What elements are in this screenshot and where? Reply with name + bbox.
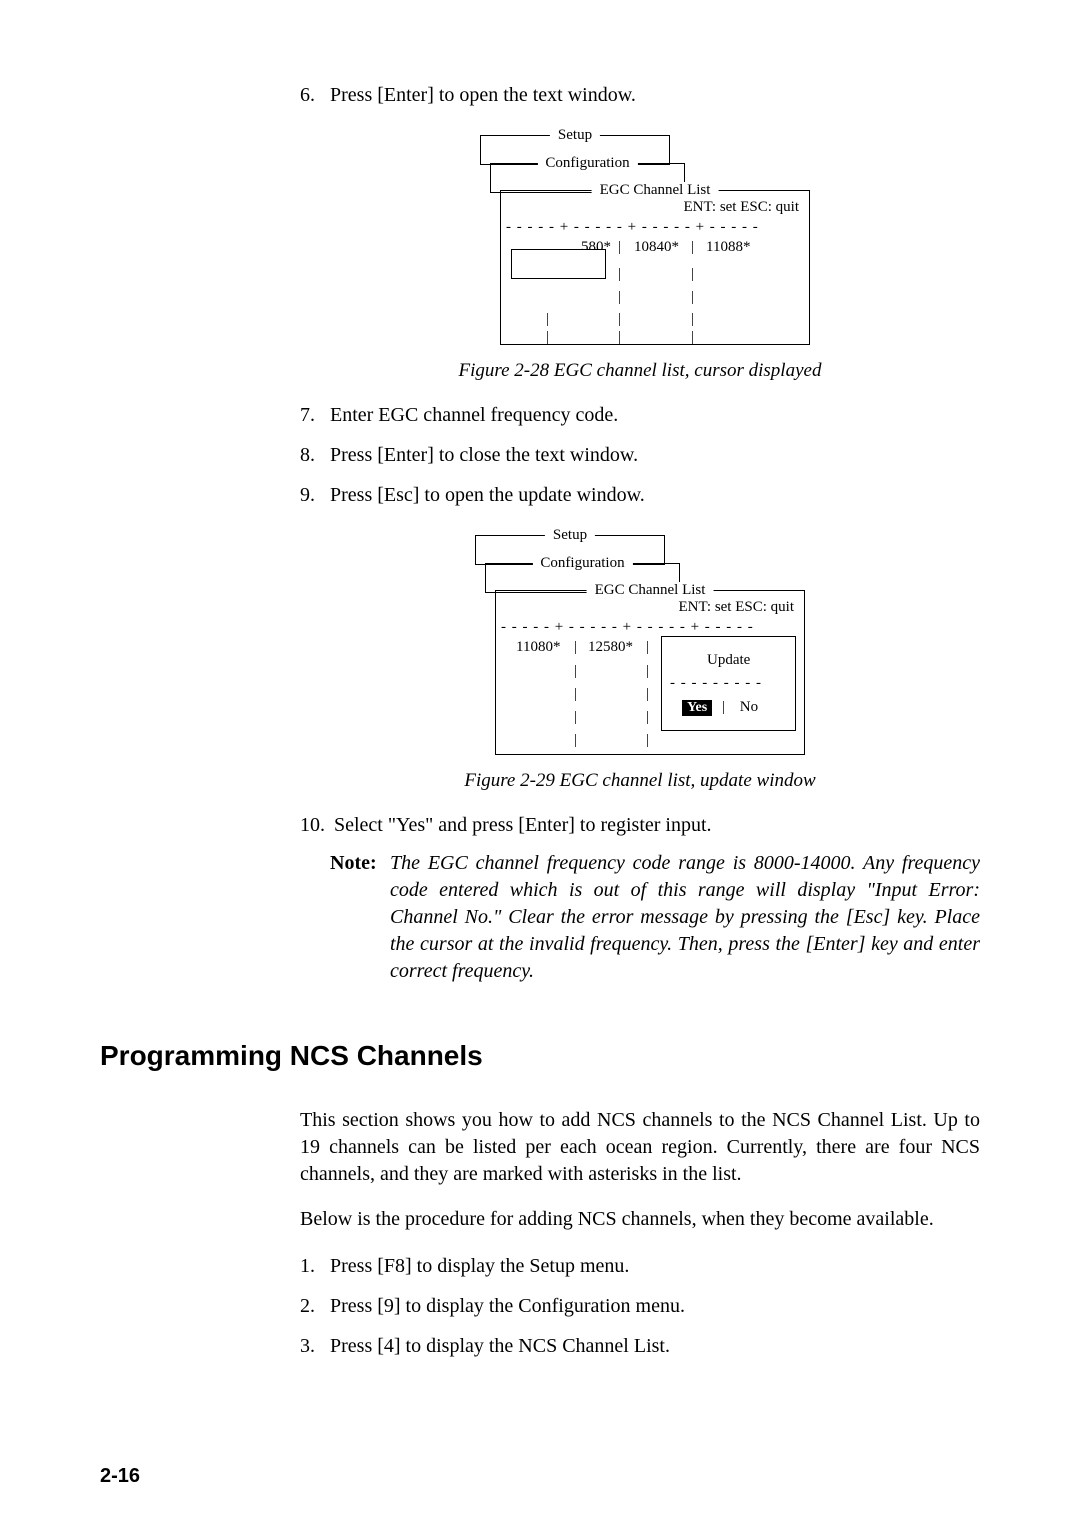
pipe: | [574, 732, 577, 749]
step-num: 7. [300, 400, 330, 430]
pipe: | [574, 639, 577, 656]
setup-legend: Setup [550, 127, 600, 144]
config-legend: Configuration [532, 555, 632, 572]
pipe: | [574, 686, 577, 703]
step-text: Enter EGC channel frequency code. [330, 400, 980, 430]
egc-legend: EGC Channel List [592, 182, 719, 199]
step-text: Select "Yes" and press [Enter] to regist… [334, 810, 980, 840]
config-legend: Configuration [537, 155, 637, 172]
step-num: 9. [300, 480, 330, 510]
step-num: 10. [300, 810, 334, 840]
step-item: 1. Press [F8] to display the Setup menu. [300, 1251, 980, 1281]
cell-1: 11080* [516, 639, 560, 656]
pipe: | [646, 663, 649, 680]
section-heading: Programming NCS Channels [100, 1040, 980, 1072]
note-text: The EGC channel frequency code range is … [390, 850, 980, 985]
step-text: Press [Enter] to close the text window. [330, 440, 980, 470]
step-num: 1. [300, 1251, 330, 1281]
step-item: 9. Press [Esc] to open the update window… [300, 480, 980, 510]
step-item: 6. Press [Enter] to open the text window… [300, 80, 980, 110]
step-item: 3. Press [4] to display the NCS Channel … [300, 1331, 980, 1361]
pipe: | [646, 709, 649, 726]
step-text: Press [F8] to display the Setup menu. [330, 1251, 980, 1281]
pipe: | [618, 239, 621, 256]
hint-text: ENT: set ESC: quit [683, 199, 799, 216]
cursor-input-box [511, 249, 606, 279]
step-item: 2. Press [9] to display the Configuratio… [300, 1291, 980, 1321]
paragraph-2: Below is the procedure for adding NCS ch… [300, 1206, 980, 1233]
pipe: | [618, 311, 621, 328]
update-window: Update - - - - - - - - - Yes | No [661, 636, 796, 731]
step-num: 6. [300, 80, 330, 110]
pipe: | [546, 329, 549, 346]
pipe: | [618, 329, 621, 346]
dashed-divider: - - - - - - - - - [670, 675, 762, 692]
pipe: | [722, 699, 725, 715]
egc-legend: EGC Channel List [587, 582, 714, 599]
pipe: | [546, 311, 549, 328]
pipe: | [691, 239, 694, 256]
diagram-egc-cursor: Setup Configuration EGC Channel List ENT… [465, 125, 815, 350]
figure-caption-1: Figure 2-28 EGC channel list, cursor dis… [300, 360, 980, 382]
step-num: 2. [300, 1291, 330, 1321]
step-item: 8. Press [Enter] to close the text windo… [300, 440, 980, 470]
pipe: | [646, 732, 649, 749]
note-block: Note: The EGC channel frequency code ran… [330, 850, 980, 985]
paragraph-1: This section shows you how to add NCS ch… [300, 1107, 980, 1188]
figure-caption-2: Figure 2-29 EGC channel list, update win… [300, 770, 980, 792]
cell-3: 11088* [706, 239, 750, 256]
note-label: Note: [330, 850, 390, 985]
pipe: | [646, 686, 649, 703]
step-text: Press [9] to display the Configuration m… [330, 1291, 980, 1321]
update-label: Update [707, 652, 750, 669]
pipe: | [691, 311, 694, 328]
pipe: | [574, 663, 577, 680]
cell-2: 12580* [588, 639, 633, 656]
step-item: 7. Enter EGC channel frequency code. [300, 400, 980, 430]
yes-button[interactable]: Yes [682, 700, 712, 716]
step-num: 8. [300, 440, 330, 470]
pipe: | [618, 266, 621, 283]
diagram-egc-update: Setup Configuration EGC Channel List ENT… [460, 525, 820, 760]
step-text: Press [Enter] to open the text window. [330, 80, 980, 110]
pipe: | [574, 709, 577, 726]
pipe: | [691, 289, 694, 306]
page-number: 2-16 [100, 1465, 140, 1488]
step-item: 10. Select "Yes" and press [Enter] to re… [300, 810, 980, 840]
pipe: | [691, 266, 694, 283]
no-button[interactable]: No [735, 699, 763, 716]
dashed-divider: - - - - - + - - - - - + - - - - - + - - … [506, 219, 759, 236]
step-num: 3. [300, 1331, 330, 1361]
hint-text: ENT: set ESC: quit [678, 599, 794, 616]
pipe: | [691, 329, 694, 346]
dashed-divider: - - - - - + - - - - - + - - - - - + - - … [501, 619, 754, 636]
setup-legend: Setup [545, 527, 595, 544]
yes-no-row: Yes | No [682, 699, 763, 716]
pipe: | [646, 639, 649, 656]
pipe: | [618, 289, 621, 306]
step-text: Press [Esc] to open the update window. [330, 480, 980, 510]
step-text: Press [4] to display the NCS Channel Lis… [330, 1331, 980, 1361]
cell-2: 10840* [634, 239, 679, 256]
